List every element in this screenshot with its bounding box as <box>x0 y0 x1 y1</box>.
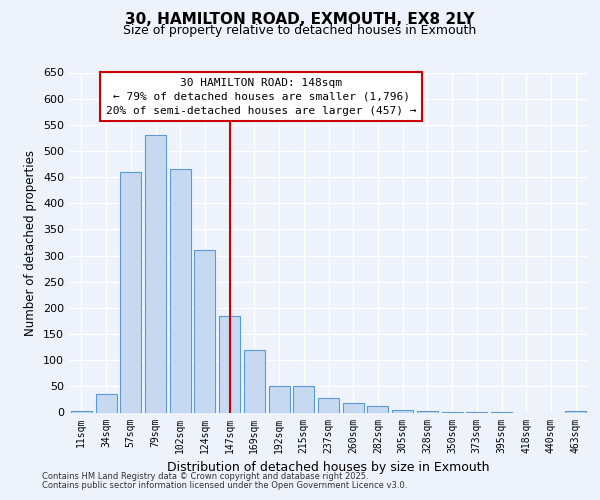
Bar <box>392 410 413 412</box>
Text: Contains public sector information licensed under the Open Government Licence v3: Contains public sector information licen… <box>42 481 407 490</box>
Bar <box>120 172 141 412</box>
Bar <box>95 394 116 412</box>
Text: Size of property relative to detached houses in Exmouth: Size of property relative to detached ho… <box>124 24 476 37</box>
Bar <box>269 386 290 412</box>
Bar <box>244 350 265 412</box>
Bar <box>318 398 339 412</box>
Text: 30, HAMILTON ROAD, EXMOUTH, EX8 2LY: 30, HAMILTON ROAD, EXMOUTH, EX8 2LY <box>125 12 475 28</box>
Text: 30 HAMILTON ROAD: 148sqm
← 79% of detached houses are smaller (1,796)
20% of sem: 30 HAMILTON ROAD: 148sqm ← 79% of detach… <box>106 78 416 116</box>
Bar <box>170 170 191 412</box>
Y-axis label: Number of detached properties: Number of detached properties <box>25 150 37 336</box>
Bar <box>367 406 388 412</box>
Text: Contains HM Land Registry data © Crown copyright and database right 2025.: Contains HM Land Registry data © Crown c… <box>42 472 368 481</box>
X-axis label: Distribution of detached houses by size in Exmouth: Distribution of detached houses by size … <box>167 461 490 474</box>
Bar <box>145 136 166 412</box>
Bar <box>293 386 314 412</box>
Bar <box>194 250 215 412</box>
Bar <box>219 316 240 412</box>
Bar <box>343 403 364 412</box>
